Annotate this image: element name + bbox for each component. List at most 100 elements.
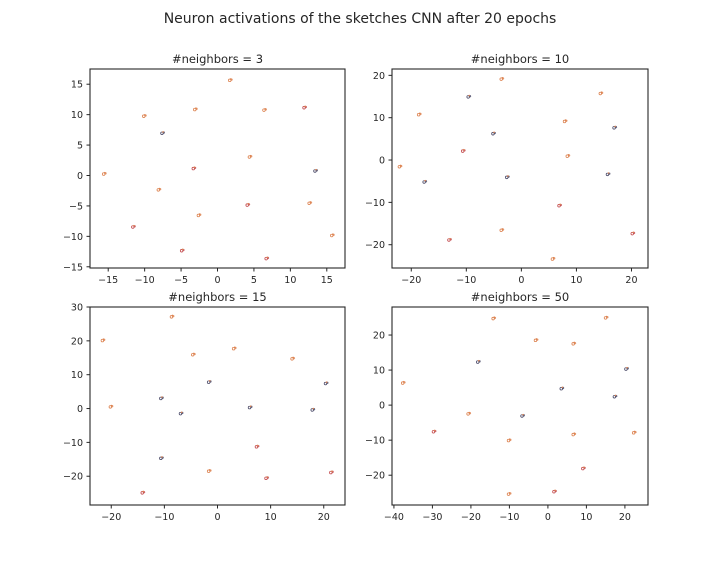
point-marker	[180, 411, 183, 414]
scatter-point	[100, 338, 106, 343]
subplot-title: #neighbors = 50	[471, 290, 569, 304]
x-tick-label: −10	[456, 275, 476, 286]
point-marker	[559, 203, 561, 206]
scatter-point	[506, 491, 512, 496]
y-tick-label: 0	[379, 401, 385, 412]
point-marker	[233, 346, 236, 349]
scatter-point	[313, 168, 318, 173]
scatter-point	[400, 380, 406, 385]
subplot-title: #neighbors = 10	[471, 52, 569, 66]
x-tick-label: 0	[214, 275, 220, 286]
scatter-point	[422, 179, 428, 184]
y-tick-label: −10	[365, 198, 385, 209]
scatter-point	[140, 490, 146, 495]
point-marker	[583, 466, 585, 469]
point-marker	[478, 359, 480, 362]
point-marker	[600, 91, 603, 93]
scatter-point	[329, 470, 334, 475]
scatter-point	[159, 456, 164, 461]
point-marker	[208, 469, 211, 471]
scatter-point	[247, 154, 253, 159]
y-tick-label: −5	[69, 201, 83, 212]
subplot-title: #neighbors = 3	[172, 52, 263, 66]
y-tick-label: 20	[373, 71, 385, 82]
point-marker	[433, 429, 436, 432]
x-tick-label: 10	[284, 275, 296, 286]
figure-title: Neuron activations of the sketches CNN a…	[164, 11, 557, 27]
point-marker	[614, 394, 617, 397]
x-tick-label: 5	[251, 275, 257, 286]
plot-frame	[89, 68, 346, 269]
scatter-point	[101, 171, 107, 176]
point-marker	[626, 366, 628, 369]
y-tick-label: −20	[63, 472, 83, 483]
point-marker	[315, 168, 317, 171]
point-marker	[535, 338, 538, 340]
point-marker	[266, 476, 268, 478]
scatter-point	[310, 407, 316, 412]
scatter-point	[254, 444, 260, 449]
y-tick-label: 20	[71, 336, 83, 347]
subplot-grid: #neighbors = 3 −15 −10 −5 0 5 10 15 −15 −10 −5 0 5 10…	[63, 52, 649, 523]
x-tick-label: 15	[321, 275, 333, 286]
point-marker	[522, 413, 524, 416]
point-marker	[332, 233, 334, 235]
scatter-point	[466, 94, 472, 99]
y-tick-label: 5	[77, 141, 83, 152]
point-marker	[161, 456, 163, 458]
scatter-point	[571, 432, 577, 437]
point-marker	[266, 256, 269, 259]
point-marker	[573, 341, 576, 344]
x-tick-label: 10	[570, 275, 582, 286]
point-marker	[249, 154, 252, 157]
point-marker	[158, 187, 161, 190]
scatter-point	[624, 366, 629, 371]
y-tick-label: −10	[63, 438, 83, 449]
subplot-title: #neighbors = 15	[168, 290, 266, 304]
point-marker	[181, 248, 184, 251]
scatter-point	[323, 381, 329, 386]
point-marker	[133, 224, 135, 227]
x-tick-label: 10	[265, 512, 277, 523]
y-tick-label: −20	[365, 471, 385, 482]
point-marker	[508, 491, 511, 494]
scatter-point	[505, 175, 510, 180]
x-tick-label: −20	[461, 512, 481, 523]
scatter-point	[108, 404, 114, 409]
scatter-point	[330, 233, 335, 238]
x-tick-label: 10	[580, 512, 592, 523]
scatter-point	[247, 405, 253, 410]
point-marker	[309, 201, 312, 203]
scatter-point	[245, 202, 251, 207]
scatter-point	[193, 107, 198, 112]
point-marker	[399, 164, 402, 167]
point-marker	[331, 470, 333, 472]
scatter-point	[499, 76, 505, 81]
scatter-point	[206, 469, 212, 473]
scatter-point	[460, 148, 466, 153]
y-tick-label: 0	[379, 156, 385, 167]
point-marker	[449, 237, 451, 240]
scatter-point	[156, 187, 162, 192]
point-marker	[195, 107, 197, 109]
point-marker	[573, 432, 576, 435]
x-tick-label: 20	[619, 512, 631, 523]
y-tick-label: −10	[63, 232, 83, 243]
point-marker	[468, 411, 470, 414]
scatter-point	[565, 153, 571, 158]
y-tick-label: 10	[71, 110, 83, 121]
scatter-point	[190, 352, 196, 357]
point-marker	[142, 490, 145, 493]
scatter-point	[290, 356, 296, 361]
scatter-point	[506, 438, 512, 443]
y-tick-label: −20	[365, 240, 385, 251]
point-marker	[249, 405, 252, 407]
point-marker	[247, 202, 250, 205]
point-marker	[198, 213, 201, 215]
x-tick-label: 0	[518, 275, 524, 286]
plot-frame	[89, 306, 346, 506]
subplot-1: #neighbors = 3 −15 −10 −5 0 5 10 15 −15 −10 −5 0 5 10…	[63, 52, 346, 286]
scatter-point	[228, 78, 233, 83]
x-tick-label: −20	[401, 275, 421, 286]
